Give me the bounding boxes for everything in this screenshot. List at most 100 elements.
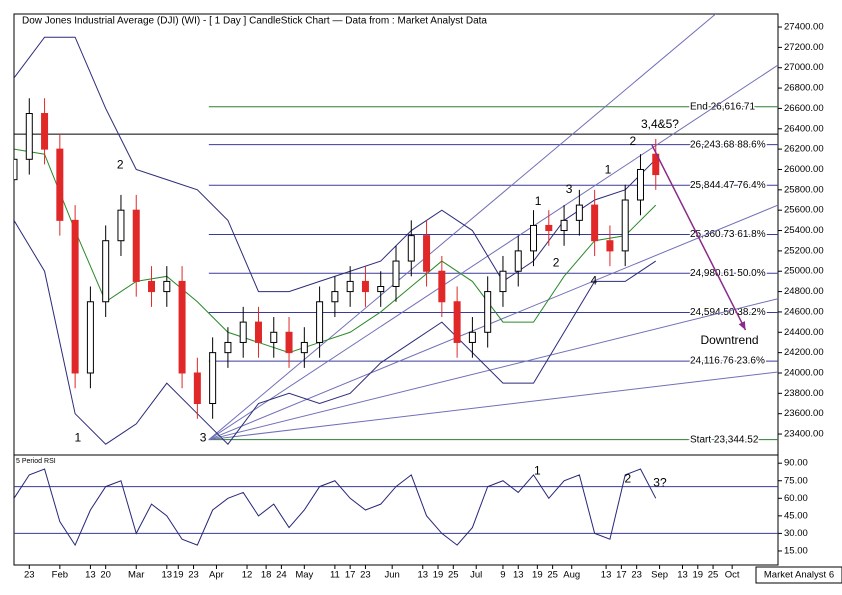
candle-body	[423, 235, 431, 272]
fib-label: End 26,616.71	[690, 101, 755, 112]
fib-label: 26,243.68 88.6%	[690, 139, 766, 150]
candle-body	[193, 372, 201, 405]
fan-line	[208, 64, 778, 441]
candle-body	[316, 301, 324, 343]
candle-body	[606, 240, 614, 252]
brand-box	[755, 566, 842, 584]
wave-label: 1	[535, 194, 542, 208]
x-tick-label: Oct	[725, 570, 740, 581]
fib-label: 24,594.50 38.2%	[690, 307, 766, 318]
candle-body	[331, 291, 339, 303]
fib-label: 24,980.61 50.0%	[690, 268, 766, 279]
candle-body	[102, 240, 110, 303]
candle-body	[499, 270, 507, 293]
x-tick-label: 13	[162, 570, 173, 581]
y-tick-label: 24400.00	[784, 327, 824, 338]
candle-body	[346, 280, 354, 293]
candle-body	[86, 301, 94, 374]
candle-body	[514, 250, 522, 272]
x-tick-label: 19	[692, 570, 703, 581]
y-tick-label: 24000.00	[784, 368, 824, 379]
y-tick-label: 45.00	[784, 510, 808, 521]
rsi-line	[14, 468, 657, 547]
candle-body	[132, 209, 140, 282]
wave-label: 3	[200, 430, 207, 444]
x-tick-label: 19	[433, 570, 444, 581]
arrow-head	[738, 321, 746, 331]
wave-label: 4	[591, 274, 598, 288]
wave-label: 2	[117, 158, 124, 172]
x-tick-label: 17	[616, 570, 627, 581]
y-tick-label: 23800.00	[784, 388, 824, 399]
x-tick-label: 13	[417, 570, 428, 581]
candle-body	[361, 280, 369, 293]
wave-label: 2	[629, 134, 636, 148]
candle-body	[239, 321, 247, 343]
fib-label: Start 23,344.52	[690, 434, 759, 445]
y-tick-label: 26600.00	[784, 103, 824, 114]
rsi-label: 1	[534, 464, 541, 478]
candle-body	[14, 158, 18, 181]
wave-label: 1	[74, 430, 81, 444]
candle-body	[224, 341, 232, 354]
candle-body	[148, 280, 156, 293]
candle-body	[285, 331, 293, 354]
candle-body	[71, 219, 79, 374]
x-tick-label: Jun	[385, 570, 400, 581]
chart-title: Dow Jones Industrial Average (DJI) (WI) …	[22, 16, 487, 27]
y-tick-label: 75.00	[784, 475, 808, 486]
x-tick-label: 18	[261, 570, 272, 581]
y-tick-label: 26800.00	[784, 83, 824, 94]
candle-body	[270, 331, 278, 343]
y-tick-label: 25600.00	[784, 205, 824, 216]
x-tick-label: Aug	[563, 570, 580, 581]
x-tick-label: 19	[532, 570, 543, 581]
x-tick-label: 12	[242, 570, 253, 581]
y-tick-label: 25400.00	[784, 225, 824, 236]
x-tick-label: 24	[276, 570, 287, 581]
y-tick-label: 27000.00	[784, 62, 824, 73]
rsi-label: 2	[625, 472, 632, 486]
x-tick-label: 25	[708, 570, 719, 581]
panel-title: 5 Period RSI	[16, 458, 56, 465]
fan-line	[208, 298, 778, 441]
y-tick-label: 26000.00	[784, 164, 824, 175]
candle-body	[468, 331, 476, 343]
wave-label: 1	[605, 163, 612, 177]
candle-body	[621, 199, 629, 252]
x-tick-label: 13	[677, 570, 688, 581]
y-tick-label: 27200.00	[784, 42, 824, 53]
x-tick-label: Sep	[651, 570, 668, 581]
candle-body	[117, 209, 125, 242]
y-tick-label: 15.00	[784, 545, 808, 556]
y-tick-label: 26200.00	[784, 144, 824, 155]
fib-label: 25,844.47 76.4%	[690, 180, 766, 191]
x-tick-label: 23	[188, 570, 199, 581]
x-tick-label: 25	[547, 570, 558, 581]
candle-body	[163, 280, 171, 293]
trend-label: Downtrend	[701, 333, 759, 347]
fib-label: 25,360.73 61.8%	[690, 229, 766, 240]
candle-body	[575, 204, 583, 221]
wave-label: 2	[553, 255, 560, 269]
wave-label: 3,4&5?	[641, 117, 679, 131]
bollinger-lower	[14, 220, 657, 445]
y-tick-label: 24600.00	[784, 306, 824, 317]
fan-line	[208, 14, 717, 441]
candle-body	[254, 321, 262, 343]
candle-body	[25, 113, 33, 160]
wave-label: 3	[566, 182, 573, 196]
x-tick-label: 9	[500, 570, 505, 581]
candle-body	[56, 148, 64, 221]
fan-line	[208, 371, 778, 441]
trend-arrow	[651, 144, 747, 331]
moving-average	[14, 148, 657, 354]
candle-body	[41, 113, 49, 150]
y-tick-label: 24800.00	[784, 286, 824, 297]
candle-body	[438, 270, 446, 303]
candle-body	[392, 260, 400, 287]
y-tick-label: 27400.00	[784, 22, 824, 33]
x-tick-label: 20	[100, 570, 111, 581]
fib-label: 24,116.76 23.6%	[690, 356, 765, 367]
